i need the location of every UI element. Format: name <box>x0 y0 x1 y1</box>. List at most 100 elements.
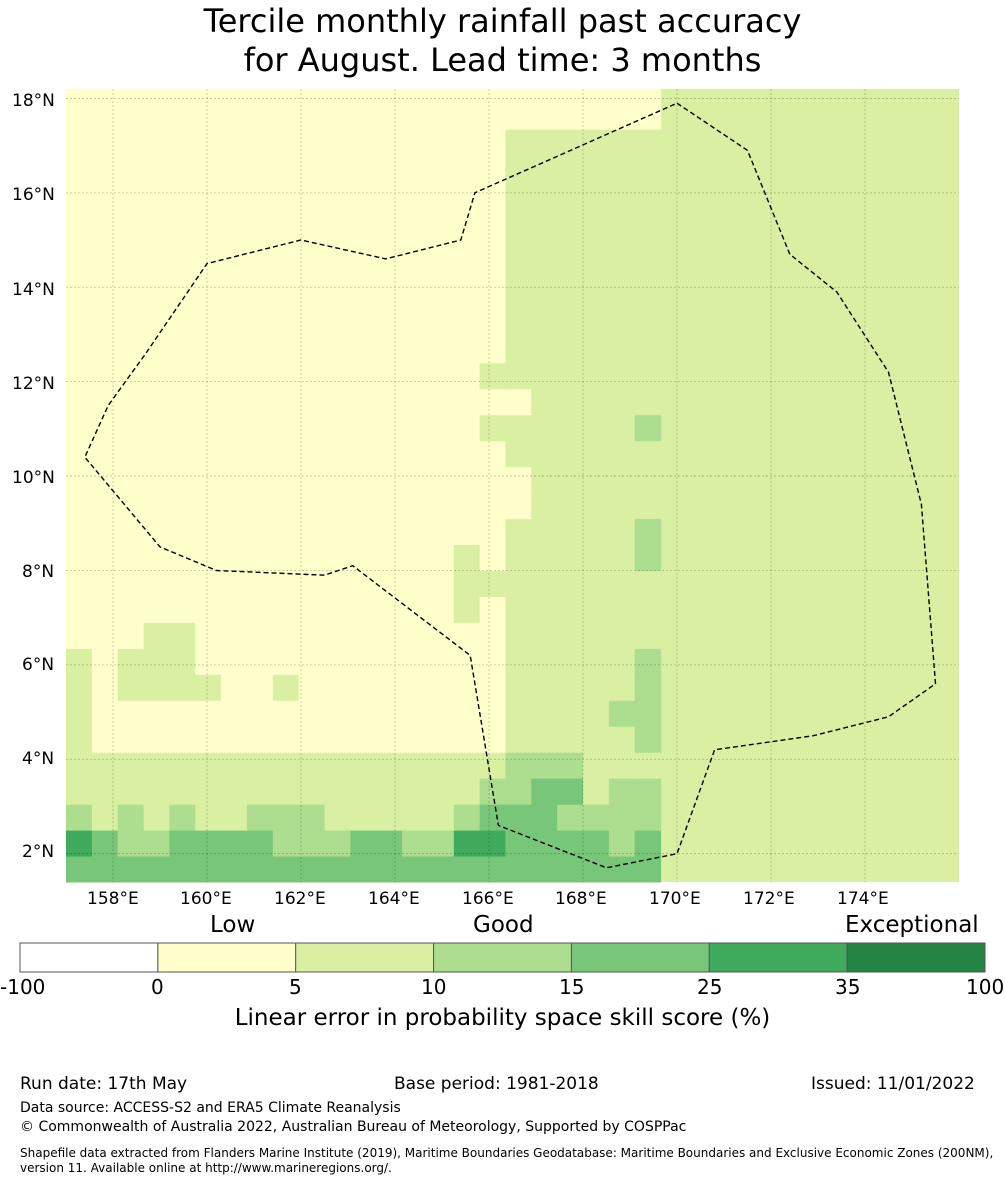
skill-cell <box>505 466 532 494</box>
skill-cell <box>505 726 532 753</box>
skill-cell <box>608 778 636 805</box>
skill-cell <box>402 648 429 675</box>
skill-cell <box>453 622 481 649</box>
skill-cell <box>608 181 636 208</box>
skill-cell <box>246 544 274 571</box>
skill-cell <box>427 129 455 156</box>
skill-cell <box>272 648 300 675</box>
skill-cell <box>608 752 636 779</box>
skill-cell <box>143 414 170 442</box>
skill-cell <box>350 778 377 805</box>
skill-cell <box>557 258 584 286</box>
skill-cell <box>66 544 93 571</box>
skill-cell <box>91 233 119 260</box>
skill-cell <box>169 129 196 156</box>
skill-cell <box>246 362 274 390</box>
skill-cell <box>350 284 377 312</box>
skill-cell <box>246 207 274 234</box>
skill-cell <box>169 155 196 182</box>
skill-cell <box>376 804 403 831</box>
skill-cell <box>143 674 170 701</box>
skill-cell <box>505 570 532 597</box>
skill-cell <box>66 129 93 156</box>
skill-cell <box>91 414 119 442</box>
skill-cell <box>557 284 584 312</box>
skill-cell <box>583 103 610 130</box>
skill-cell <box>298 466 325 494</box>
skill-cell <box>169 518 196 545</box>
skill-cell <box>376 258 403 286</box>
skill-cell <box>531 752 558 779</box>
skill-cell <box>91 181 119 208</box>
skill-cell <box>376 700 403 727</box>
skill-cell <box>583 700 610 727</box>
skill-cell <box>557 310 584 338</box>
skill-cell <box>531 414 558 442</box>
data-source: Data source: ACCESS-S2 and ERA5 Climate … <box>20 1100 401 1116</box>
skill-cell <box>427 648 455 675</box>
skill-cell <box>402 674 429 701</box>
skill-cell <box>376 181 403 208</box>
skill-cell <box>427 310 455 338</box>
skill-cell <box>195 440 222 468</box>
skill-cell <box>272 622 300 649</box>
skill-cell <box>402 129 429 156</box>
skill-cell <box>298 155 325 182</box>
skill-cell <box>298 804 325 831</box>
skill-cell <box>557 233 584 260</box>
skill-cell <box>169 622 196 649</box>
skill-cell <box>350 362 377 390</box>
skill-cell <box>324 155 351 182</box>
skill-cell <box>246 310 274 338</box>
lat-label-18n: 18°N <box>12 91 55 111</box>
skill-cell <box>91 596 119 623</box>
lat-label-6n: 6°N <box>22 655 55 675</box>
skill-cell <box>608 103 636 130</box>
skill-cell <box>453 233 481 260</box>
skill-cell <box>479 622 506 649</box>
skill-cell <box>143 544 170 571</box>
skill-cell <box>117 544 145 571</box>
skill-cell <box>91 310 119 338</box>
skill-cell <box>608 518 636 545</box>
skill-cell <box>531 362 558 390</box>
skill-cell <box>583 89 610 104</box>
legend-tick-5: 5 <box>289 975 302 999</box>
skill-cell <box>298 103 325 130</box>
skill-cell <box>350 674 377 701</box>
skill-cell <box>376 336 403 364</box>
skill-cell <box>195 570 222 597</box>
skill-cell <box>324 181 351 208</box>
skill-cell <box>531 596 558 623</box>
skill-cell <box>505 258 532 286</box>
skill-cell <box>324 752 351 779</box>
skill-cell <box>272 103 300 130</box>
skill-cell <box>453 258 481 286</box>
skill-cell <box>453 336 481 364</box>
skill-cell <box>169 103 196 130</box>
skill-cell <box>246 284 274 312</box>
skill-cell <box>427 466 455 494</box>
skill-cell <box>324 440 351 468</box>
skill-cell <box>557 700 584 727</box>
skill-cell <box>143 648 170 675</box>
skill-cell <box>350 492 377 520</box>
skill-cell <box>453 830 481 857</box>
skill-cell <box>221 596 248 623</box>
skill-cell <box>350 440 377 468</box>
skill-cell <box>634 544 662 571</box>
skill-cell <box>66 648 93 675</box>
skill-cell <box>195 674 222 701</box>
skill-cell <box>246 129 274 156</box>
skill-cell <box>583 233 610 260</box>
skill-cell <box>272 596 300 623</box>
skill-cell <box>66 336 93 364</box>
skill-cell <box>608 310 636 338</box>
skill-cell <box>272 336 300 364</box>
legend-swatch <box>19 942 159 973</box>
skill-cell <box>531 726 558 753</box>
skill-cell <box>195 778 222 805</box>
skill-cell <box>376 544 403 571</box>
skill-cell <box>505 89 532 104</box>
skill-cell <box>298 310 325 338</box>
